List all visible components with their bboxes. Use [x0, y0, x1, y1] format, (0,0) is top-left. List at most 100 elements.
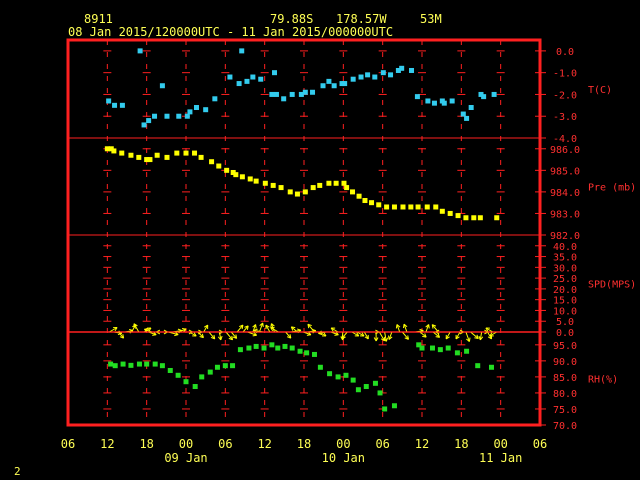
data-point-temperature [409, 67, 415, 73]
wind-arrow [197, 331, 204, 339]
data-point-temperature [380, 70, 386, 76]
data-point-temperature [302, 89, 308, 95]
data-point-humidity [199, 374, 205, 380]
wind-arrow-head [217, 336, 222, 341]
y-tick-label: 986.0 [550, 145, 580, 156]
data-point-temperature [250, 74, 256, 80]
wind-arrow-head [375, 337, 379, 342]
y-tick-label: 0.0 [556, 328, 574, 339]
data-point-humidity [112, 363, 118, 369]
data-point-humidity [192, 384, 198, 390]
data-point-temperature [431, 100, 437, 106]
wind-arrow-head [425, 324, 429, 328]
data-point-temperature [289, 91, 295, 97]
wind-arrow [384, 331, 387, 342]
data-point-temperature [212, 96, 218, 102]
wind-arrow [208, 331, 216, 340]
data-point-pressure [111, 148, 117, 154]
wind-arrow-head [424, 333, 427, 338]
wind-arrow-head [252, 324, 256, 328]
data-point-humidity [363, 384, 369, 390]
data-point-pressure [369, 200, 375, 206]
wind-arrow [247, 331, 257, 336]
data-point-temperature [441, 100, 447, 106]
data-point-temperature [184, 113, 190, 119]
wind-arrow-head [445, 336, 450, 340]
data-point-temperature [272, 70, 277, 76]
y-tick-label: 10.0 [553, 306, 577, 317]
x-day-label: 09 Jan [164, 451, 207, 465]
wind-arrow [258, 322, 264, 333]
data-point-humidity [183, 379, 189, 385]
wind-arrow-head [307, 323, 312, 327]
data-point-temperature [350, 76, 356, 82]
data-point-pressure [287, 189, 293, 195]
data-point-humidity [289, 345, 295, 351]
data-point-humidity [416, 342, 422, 348]
wind-arrow [465, 331, 470, 342]
x-tick-label: 00 [336, 437, 350, 451]
wind-arrow [432, 331, 440, 338]
data-point-pressure [198, 154, 204, 160]
wind-arrow-head [265, 324, 270, 328]
wind-arrow-head [487, 336, 492, 340]
wind-arrow [290, 326, 298, 333]
data-point-temperature [491, 91, 497, 97]
data-point-pressure [294, 191, 300, 197]
data-point-temperature [425, 98, 431, 104]
data-point-temperature [339, 81, 345, 87]
wind-arrow [455, 331, 461, 340]
panel-label-pressure: Pre (mb) [588, 183, 636, 194]
data-point-temperature [269, 91, 275, 97]
data-point-pressure [174, 150, 180, 156]
data-point-pressure [471, 215, 477, 221]
data-point-temperature [281, 96, 287, 102]
wind-arrow-head [422, 335, 427, 338]
data-point-humidity [454, 350, 460, 356]
data-point-temperature [468, 105, 474, 111]
wind-arrow-head [330, 327, 334, 332]
data-point-pressure [477, 215, 483, 221]
wind-arrow [445, 331, 451, 340]
longitude: 178.57W [336, 12, 387, 26]
wind-arrow-head [193, 332, 197, 337]
y-tick-label: 40.0 [553, 242, 577, 253]
data-point-temperature [399, 65, 405, 71]
wind-arrow [470, 331, 479, 339]
data-point-humidity [269, 342, 275, 348]
data-point-pressure [344, 185, 350, 191]
wind-arrow-head [259, 322, 264, 326]
wind-arrow-head [307, 324, 310, 329]
wind-arrow-head [213, 334, 216, 339]
data-point-humidity [488, 364, 494, 370]
wind-arrow-head [177, 328, 182, 331]
data-point-humidity [327, 371, 333, 377]
x-day-label: 10 Jan [322, 451, 365, 465]
data-point-temperature [310, 89, 316, 95]
data-point-temperature [273, 91, 279, 97]
data-point-humidity [372, 380, 378, 386]
data-point-pressure [247, 176, 253, 182]
wind-arrow-head [231, 335, 234, 340]
y-tick-label: -1.0 [553, 69, 577, 80]
wind-arrow-head [396, 324, 401, 328]
y-tick-label: 983.0 [550, 209, 580, 220]
wind-arrow-head [474, 337, 479, 340]
data-point-temperature [236, 81, 242, 87]
wind-arrow-head [385, 337, 389, 342]
plot-frame [66, 38, 542, 427]
wind-arrow-head [383, 338, 387, 342]
wind-arrow-head [199, 336, 204, 339]
y-tick-label: 984.0 [550, 188, 580, 199]
data-point-temperature [119, 102, 125, 108]
data-point-pressure [350, 189, 356, 195]
wind-arrow [479, 331, 483, 340]
y-tick-label: 90.0 [553, 357, 577, 368]
data-point-pressure [362, 198, 368, 204]
data-point-temperature [239, 48, 245, 54]
wind-arrow-head [407, 335, 409, 340]
wind-arrow-head [244, 325, 249, 328]
data-point-temperature [176, 113, 182, 119]
data-point-humidity [152, 361, 158, 367]
wind-arrow-head [201, 333, 204, 338]
